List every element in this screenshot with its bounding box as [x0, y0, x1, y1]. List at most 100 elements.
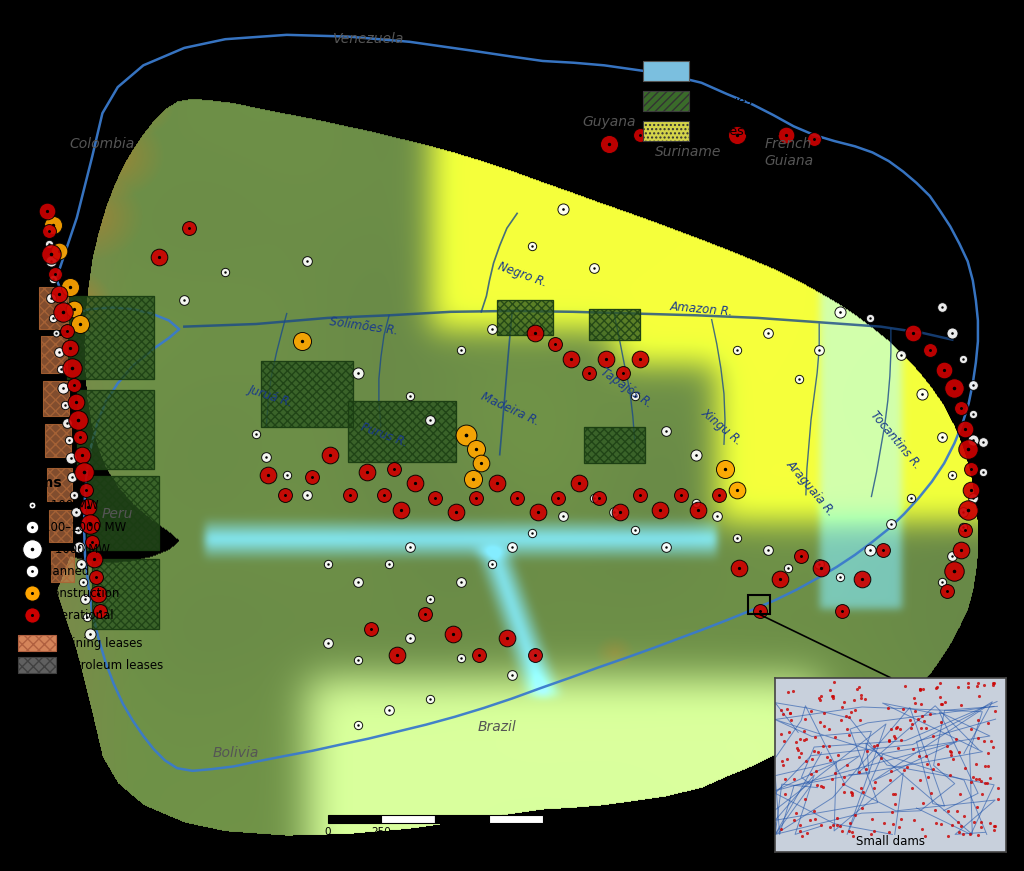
Point — [836, 770, 852, 784]
Bar — [261, 361, 353, 427]
Point — [919, 749, 935, 763]
Point — [781, 706, 798, 720]
Point — [911, 682, 928, 696]
Point — [864, 813, 881, 827]
Bar — [348, 401, 456, 462]
Point — [828, 818, 845, 832]
Point — [888, 721, 904, 735]
Text: Freshwater ecosystems: Freshwater ecosystems — [696, 65, 843, 78]
Text: Negro R.: Negro R. — [496, 260, 549, 289]
Point — [830, 748, 847, 762]
Point — [843, 785, 859, 799]
Point — [990, 792, 1007, 806]
Point — [974, 787, 990, 801]
Point — [911, 773, 928, 787]
Bar — [47, 468, 72, 501]
Point — [866, 781, 883, 795]
Point — [933, 817, 949, 831]
Point — [942, 768, 958, 782]
Point — [857, 762, 873, 776]
Point — [816, 706, 833, 719]
Point — [876, 815, 892, 829]
Point — [824, 690, 841, 704]
Point — [842, 816, 858, 830]
Point — [798, 754, 814, 768]
Point — [904, 717, 921, 731]
Point — [798, 733, 814, 746]
Point — [821, 739, 838, 753]
Point — [849, 682, 865, 696]
Point — [896, 763, 912, 777]
Point — [887, 797, 903, 811]
Point — [897, 679, 913, 692]
Text: Juruá R.: Juruá R. — [248, 383, 295, 409]
Point — [965, 771, 981, 785]
Point — [984, 676, 1000, 690]
Point — [831, 819, 848, 833]
Point — [846, 693, 862, 707]
Point — [796, 724, 812, 738]
Point — [952, 787, 969, 801]
Point — [838, 709, 854, 723]
Point — [909, 712, 926, 726]
Point — [962, 827, 978, 841]
Text: Petroleum leases: Petroleum leases — [62, 658, 164, 672]
Point — [881, 825, 897, 839]
Point — [802, 813, 818, 827]
Point — [907, 704, 924, 718]
Bar — [92, 559, 159, 629]
Point — [904, 741, 921, 755]
Bar — [39, 287, 68, 329]
Point — [824, 689, 841, 703]
Point — [794, 829, 810, 843]
Point — [825, 691, 842, 705]
Point — [784, 684, 801, 698]
Point — [818, 750, 835, 764]
Point — [884, 806, 900, 820]
Point — [969, 800, 985, 814]
Text: Operational: Operational — [44, 609, 114, 622]
Point — [922, 707, 938, 721]
Point — [824, 773, 841, 787]
Point — [869, 739, 886, 753]
Point — [921, 770, 937, 784]
Bar — [43, 381, 69, 416]
Point — [933, 715, 949, 729]
Point — [977, 775, 993, 789]
Bar — [643, 62, 689, 81]
Text: Amazon R.: Amazon R. — [670, 300, 733, 319]
Point — [841, 727, 857, 741]
Point — [807, 730, 823, 744]
Bar — [584, 427, 645, 463]
Point — [925, 729, 941, 743]
Text: >1000 MW: >1000 MW — [45, 543, 111, 556]
Bar — [41, 336, 67, 373]
Point — [971, 773, 987, 787]
Point — [945, 753, 962, 766]
Point — [858, 744, 874, 758]
Point — [959, 680, 976, 694]
Text: Small dams: Small dams — [856, 835, 925, 848]
Bar — [348, 401, 456, 462]
Text: Venezuela: Venezuela — [333, 32, 404, 46]
Bar — [497, 300, 553, 335]
Point — [973, 820, 989, 834]
Point — [785, 813, 802, 827]
Point — [891, 820, 907, 834]
Point — [932, 677, 948, 691]
Bar — [584, 427, 645, 463]
Point — [885, 817, 901, 831]
Point — [940, 804, 956, 818]
Bar — [643, 121, 689, 141]
Point — [963, 775, 979, 789]
Point — [932, 690, 948, 704]
Point — [985, 679, 1001, 692]
Point — [887, 787, 903, 800]
Point — [956, 760, 973, 774]
Point — [906, 692, 923, 706]
Point — [836, 785, 852, 799]
Point — [961, 676, 977, 690]
Point — [912, 720, 929, 734]
Point — [825, 675, 842, 689]
Point — [937, 695, 953, 709]
